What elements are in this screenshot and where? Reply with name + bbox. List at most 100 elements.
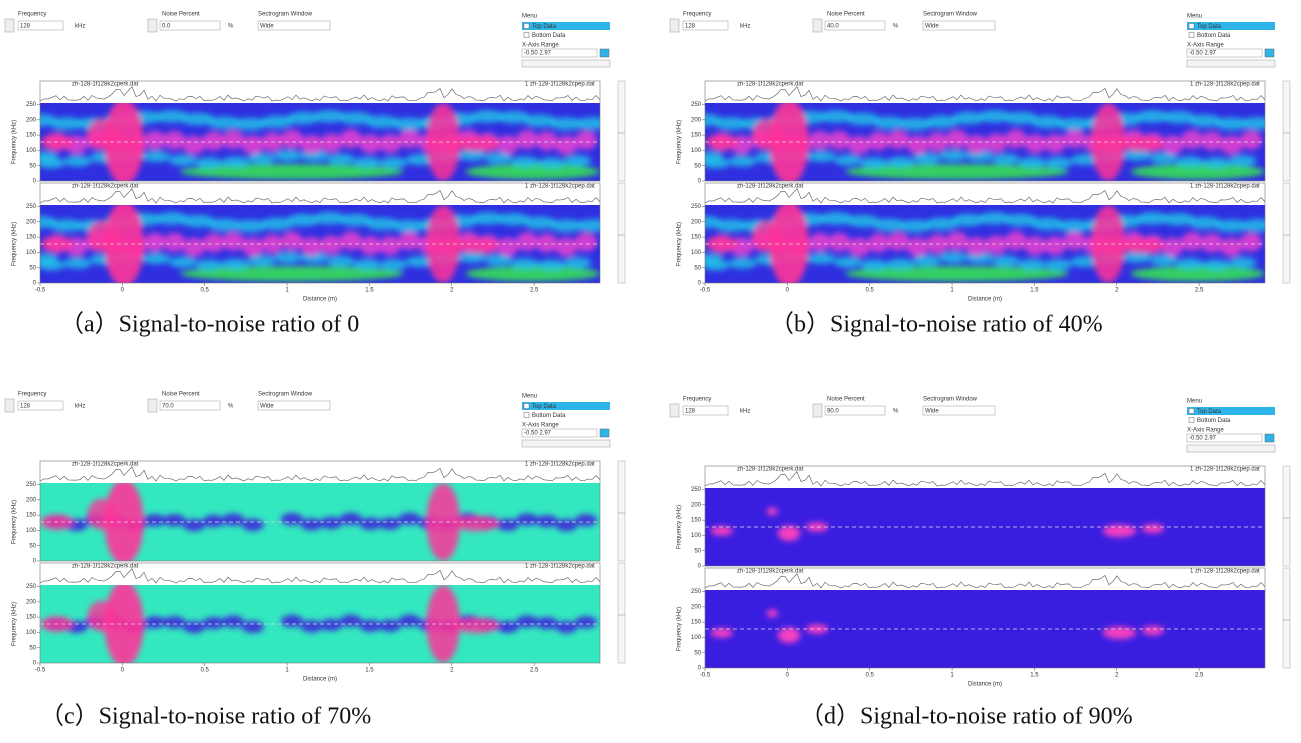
label: Menu xyxy=(1187,14,1202,20)
spinner[interactable] xyxy=(812,403,823,418)
checkbox[interactable] xyxy=(1188,417,1195,423)
input-value: 128 xyxy=(20,24,31,30)
input[interactable] xyxy=(521,428,598,438)
texture xyxy=(705,253,723,265)
texture xyxy=(555,620,578,634)
y-tick-label: 250 xyxy=(26,204,37,210)
texture xyxy=(563,155,592,167)
label: X-Axis Range xyxy=(1187,428,1224,434)
texture xyxy=(300,237,323,256)
checkbox[interactable] xyxy=(599,48,610,58)
v-scrollbar[interactable] xyxy=(1282,567,1291,669)
input[interactable] xyxy=(1186,433,1263,443)
y-tick-label: 100 xyxy=(691,635,702,641)
texture xyxy=(142,253,171,265)
y-tick-label: 0 xyxy=(698,179,702,185)
texture xyxy=(574,514,598,527)
input[interactable] xyxy=(1186,48,1263,58)
texture xyxy=(496,110,531,124)
input[interactable] xyxy=(824,405,886,416)
texture xyxy=(87,220,116,252)
input[interactable] xyxy=(159,20,221,31)
input[interactable] xyxy=(682,405,729,416)
menu-item[interactable]: Bottom Data xyxy=(1197,418,1231,424)
input-value: 40.0 xyxy=(827,24,839,30)
y-tick-label: 150 xyxy=(26,133,37,139)
dropdown[interactable] xyxy=(922,20,996,31)
menu-item[interactable]: Top Data xyxy=(532,404,557,410)
y-tick-label: 50 xyxy=(29,265,36,271)
v-scrollbar[interactable] xyxy=(1282,80,1291,182)
x-tick-label: 1.5 xyxy=(365,668,374,674)
input[interactable] xyxy=(17,400,64,411)
texture xyxy=(860,259,889,271)
y-tick-label: 50 xyxy=(29,543,36,549)
scrollbar[interactable] xyxy=(521,439,611,448)
file-label: 1 zh-128-1f128k2cpep.dat xyxy=(525,82,595,88)
menu-item[interactable]: Top Data xyxy=(1197,24,1222,30)
y-tick-label: 200 xyxy=(26,219,37,225)
y-tick-label: 150 xyxy=(26,615,37,621)
texture xyxy=(454,617,500,634)
menu-item[interactable]: Bottom Data xyxy=(532,33,566,39)
menu-item[interactable]: Top Data xyxy=(532,24,557,30)
dropdown[interactable] xyxy=(257,400,331,411)
input[interactable] xyxy=(682,20,729,31)
input[interactable] xyxy=(521,48,598,58)
checkbox[interactable] xyxy=(1188,408,1195,414)
menu-item[interactable]: Bottom Data xyxy=(532,413,566,419)
checkbox[interactable] xyxy=(523,403,530,409)
texture xyxy=(906,237,929,257)
menu-item[interactable]: Bottom Data xyxy=(1197,33,1231,39)
input[interactable] xyxy=(159,400,221,411)
caption: （c）Signal-to-noise ratio of 70% xyxy=(40,704,371,730)
v-scrollbar[interactable] xyxy=(617,182,626,284)
texture xyxy=(182,518,206,532)
texture xyxy=(766,609,778,618)
texture xyxy=(1240,117,1265,130)
x-tick-label: 2.5 xyxy=(530,668,539,674)
v-scrollbar[interactable] xyxy=(1282,465,1291,567)
checkbox[interactable] xyxy=(1264,433,1275,443)
file-label: 1 zh-128-1f128k2cpep.dat xyxy=(1190,82,1260,88)
scrollbar[interactable] xyxy=(1186,444,1276,453)
file-label: 1 zh-128-1f128k2cpep.dat xyxy=(1190,184,1260,190)
v-scrollbar[interactable] xyxy=(617,562,626,664)
dropdown[interactable] xyxy=(922,405,996,416)
y-tick-label: 50 xyxy=(694,548,701,554)
v-scrollbar[interactable] xyxy=(1282,182,1291,284)
checkbox[interactable] xyxy=(599,428,610,438)
checkbox[interactable] xyxy=(1188,23,1195,29)
spinner[interactable] xyxy=(669,403,680,418)
menu-item[interactable]: Top Data xyxy=(1197,409,1222,415)
spinner[interactable] xyxy=(147,398,158,413)
scrollbar[interactable] xyxy=(1186,59,1276,68)
texture xyxy=(886,258,915,270)
spinner[interactable] xyxy=(147,18,158,33)
spinner[interactable] xyxy=(4,18,15,33)
checkbox[interactable] xyxy=(523,32,530,38)
checkbox[interactable] xyxy=(1188,32,1195,38)
texture xyxy=(163,232,186,252)
texture xyxy=(951,213,985,227)
v-scrollbar[interactable] xyxy=(617,80,626,182)
checkbox[interactable] xyxy=(523,412,530,418)
spinner[interactable] xyxy=(812,18,823,33)
texture xyxy=(379,259,408,271)
input[interactable] xyxy=(824,20,886,31)
texture xyxy=(398,129,421,149)
checkbox[interactable] xyxy=(523,23,530,29)
dropdown[interactable] xyxy=(257,20,331,31)
checkbox[interactable] xyxy=(1264,48,1275,58)
texture xyxy=(181,214,215,228)
y-tick-label: 200 xyxy=(26,117,37,123)
input[interactable] xyxy=(17,20,64,31)
scrollbar[interactable] xyxy=(521,59,611,68)
v-scrollbar[interactable] xyxy=(617,460,626,562)
spinner[interactable] xyxy=(4,398,15,413)
spinner[interactable] xyxy=(669,18,680,33)
signal-trace xyxy=(704,471,1266,487)
texture xyxy=(339,614,362,628)
x-tick-label: 0 xyxy=(121,668,125,674)
texture xyxy=(378,517,402,530)
